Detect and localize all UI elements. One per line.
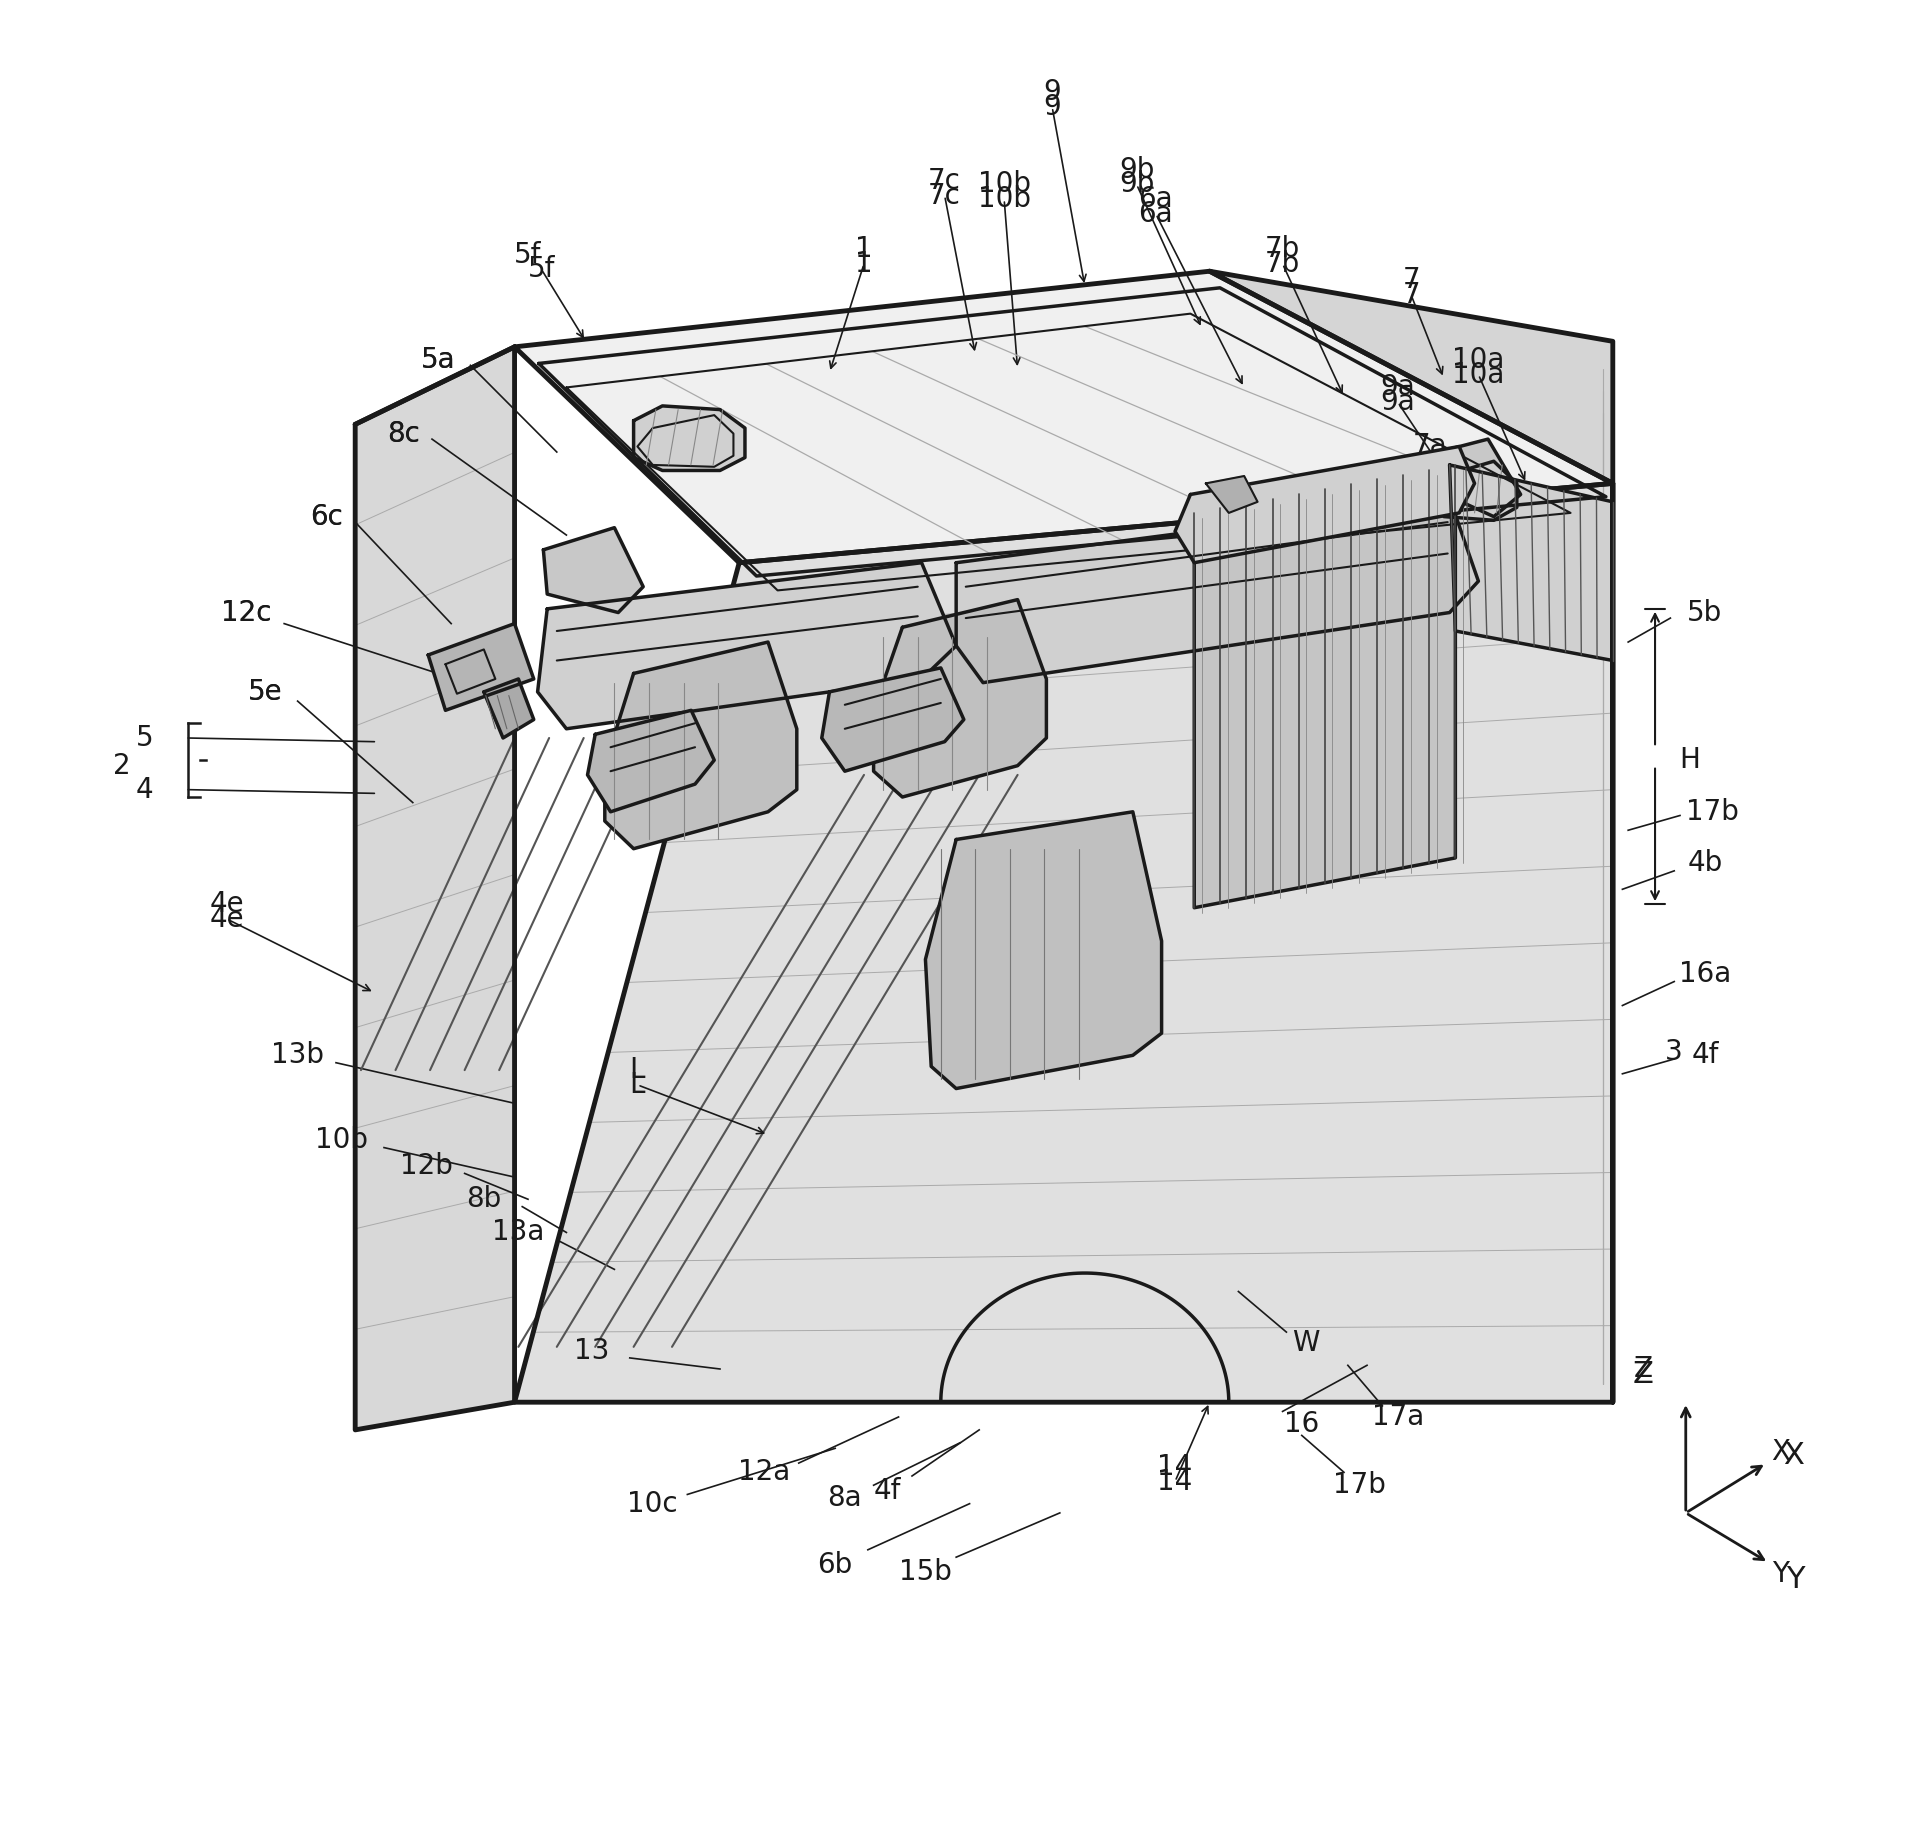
Text: 8b: 8b: [467, 1184, 501, 1214]
Polygon shape: [484, 679, 534, 738]
Polygon shape: [956, 498, 1478, 683]
Text: 5b: 5b: [1688, 598, 1722, 627]
Text: 4e: 4e: [209, 889, 244, 919]
Text: 9a: 9a: [1380, 373, 1415, 402]
Text: 9b: 9b: [1119, 155, 1154, 185]
Text: 7c: 7c: [927, 166, 962, 196]
Polygon shape: [428, 624, 534, 710]
Text: 4f: 4f: [1692, 1041, 1718, 1070]
Text: 10b: 10b: [977, 170, 1031, 199]
Text: 17b: 17b: [1332, 1470, 1386, 1500]
Text: 2: 2: [113, 751, 131, 780]
Text: 12c: 12c: [221, 598, 271, 627]
Text: 15b: 15b: [899, 1557, 952, 1587]
Text: L: L: [630, 1070, 645, 1100]
Text: 5a: 5a: [420, 345, 455, 375]
Text: 10b: 10b: [315, 1125, 369, 1155]
Text: X: X: [1784, 1441, 1803, 1470]
Text: 5: 5: [136, 723, 154, 753]
Text: 12c: 12c: [221, 598, 271, 627]
Polygon shape: [1210, 271, 1613, 1402]
Polygon shape: [1444, 461, 1517, 520]
Text: 8c: 8c: [386, 419, 420, 448]
Text: 9a: 9a: [1380, 387, 1415, 417]
Text: 7a: 7a: [1413, 432, 1448, 461]
Text: 13a: 13a: [492, 1218, 545, 1247]
Text: 16b: 16b: [1448, 461, 1501, 491]
Text: 12a: 12a: [737, 1458, 791, 1487]
Text: 6c: 6c: [309, 502, 344, 531]
Text: 13: 13: [574, 1336, 609, 1365]
Text: 10c: 10c: [628, 1489, 678, 1518]
Text: 17a: 17a: [1371, 1402, 1425, 1432]
Text: Z: Z: [1634, 1354, 1653, 1384]
Polygon shape: [822, 668, 964, 771]
Text: 10a: 10a: [1452, 360, 1505, 389]
Text: 12b: 12b: [399, 1151, 453, 1181]
Text: 4f: 4f: [874, 1476, 900, 1506]
Text: 4: 4: [136, 775, 154, 804]
Text: 5f: 5f: [515, 240, 541, 269]
Polygon shape: [543, 528, 643, 613]
Polygon shape: [1206, 476, 1258, 513]
Polygon shape: [874, 600, 1046, 797]
Text: Z: Z: [1634, 1360, 1653, 1389]
Text: 13b: 13b: [271, 1041, 324, 1070]
Text: 8c: 8c: [386, 419, 420, 448]
Text: 16: 16: [1284, 1410, 1319, 1439]
Text: 9: 9: [1043, 77, 1062, 107]
Text: 3: 3: [1665, 1037, 1684, 1066]
Polygon shape: [1450, 465, 1613, 661]
Text: 10a: 10a: [1452, 345, 1505, 375]
Text: 6b: 6b: [818, 1550, 852, 1579]
Text: 7: 7: [1402, 280, 1421, 310]
Polygon shape: [1417, 439, 1521, 517]
Text: 7b: 7b: [1265, 249, 1300, 279]
Polygon shape: [538, 563, 956, 729]
Text: 5a: 5a: [420, 345, 455, 375]
Text: 5e: 5e: [248, 677, 282, 707]
Polygon shape: [925, 812, 1162, 1089]
Text: 14: 14: [1158, 1452, 1192, 1482]
Text: 8a: 8a: [828, 1483, 862, 1513]
Text: W: W: [1292, 1328, 1319, 1358]
Polygon shape: [605, 642, 797, 849]
Polygon shape: [1194, 465, 1455, 908]
Polygon shape: [515, 483, 1613, 1402]
Polygon shape: [355, 347, 515, 1430]
Text: 1: 1: [854, 249, 874, 279]
Text: Y: Y: [1786, 1565, 1805, 1594]
Text: H: H: [1680, 745, 1699, 775]
Text: 16a: 16a: [1678, 959, 1732, 989]
Text: 7b: 7b: [1265, 234, 1300, 264]
Text: 14: 14: [1158, 1467, 1192, 1496]
Text: 5f: 5f: [528, 255, 555, 284]
Text: 17b: 17b: [1686, 797, 1740, 827]
Text: 10b: 10b: [977, 184, 1031, 214]
Polygon shape: [634, 406, 745, 470]
Text: 1: 1: [854, 234, 874, 264]
Text: L: L: [630, 1055, 645, 1085]
Text: 9: 9: [1043, 92, 1062, 122]
Polygon shape: [515, 271, 1613, 563]
Text: 5e: 5e: [248, 677, 282, 707]
Text: 7c: 7c: [927, 181, 962, 210]
Text: 6a: 6a: [1139, 184, 1173, 214]
Text: 4e: 4e: [209, 904, 244, 934]
Text: X: X: [1770, 1437, 1789, 1467]
Text: 9b: 9b: [1119, 170, 1154, 199]
Polygon shape: [588, 710, 714, 812]
Text: 6a: 6a: [1139, 199, 1173, 229]
Text: Y: Y: [1772, 1559, 1789, 1589]
Text: 4b: 4b: [1688, 849, 1722, 878]
Text: 15a: 15a: [1548, 498, 1601, 528]
Text: 6c: 6c: [309, 502, 344, 531]
Text: 7: 7: [1402, 266, 1421, 295]
Polygon shape: [1175, 446, 1475, 563]
